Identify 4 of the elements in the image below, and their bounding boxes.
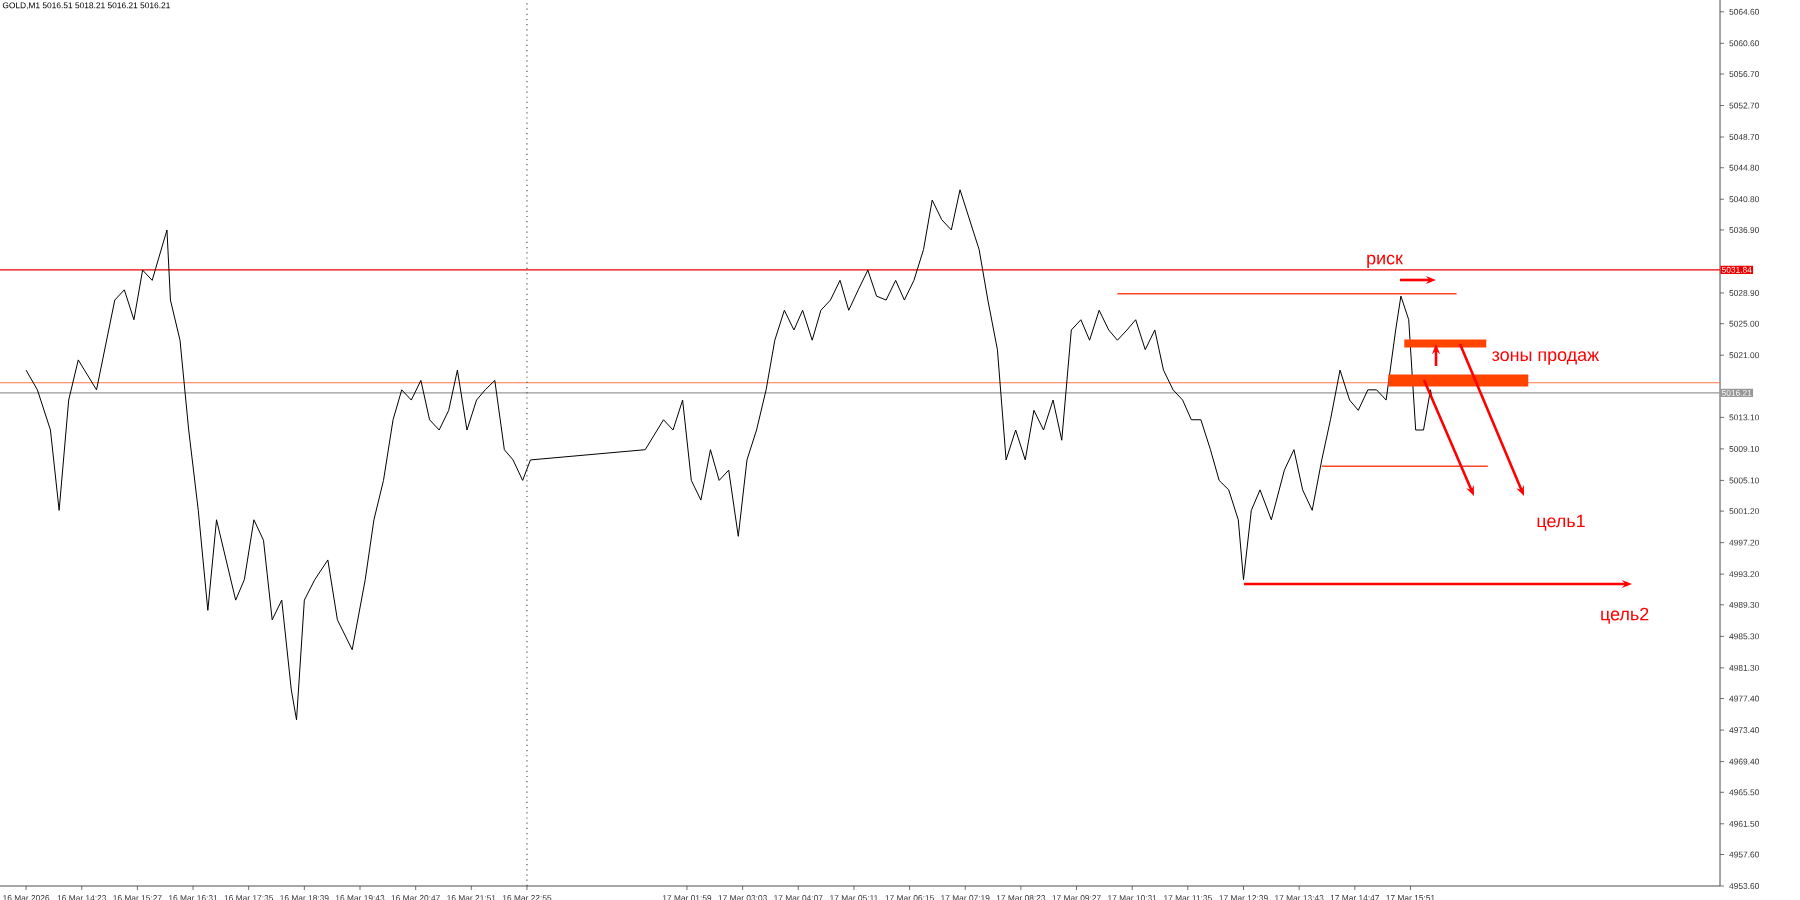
annotation: риск bbox=[1367, 254, 1404, 269]
annotation: зоны продаж bbox=[1492, 351, 1600, 365]
annotation: цель2 bbox=[1601, 607, 1649, 624]
annotation: цель1 bbox=[1537, 514, 1585, 531]
